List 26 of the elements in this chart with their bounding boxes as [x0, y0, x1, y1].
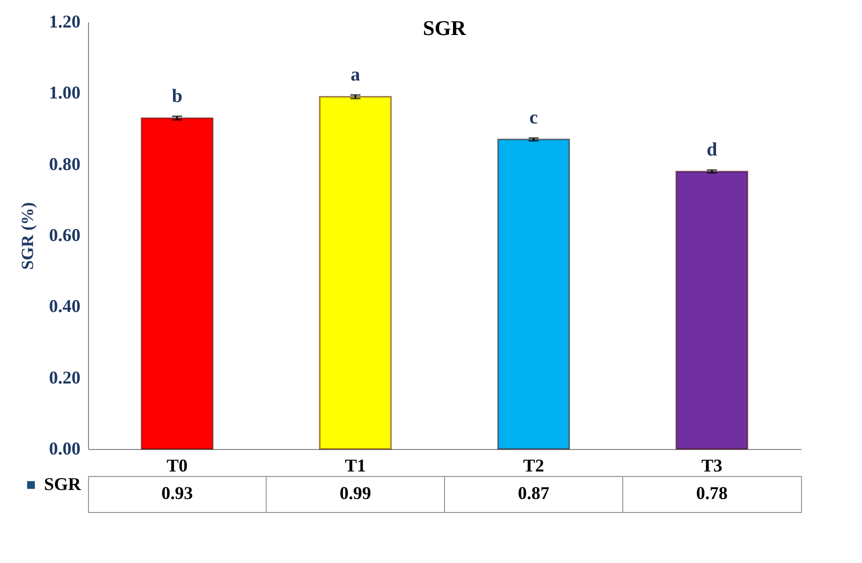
text: SGR — [44, 474, 82, 494]
annotation: d — [706, 139, 718, 160]
y-axis-title: SGR (%) — [18, 202, 37, 270]
bar — [318, 96, 392, 450]
data-label: 0.87 — [518, 483, 550, 503]
annotation: a — [350, 64, 361, 86]
bar — [140, 117, 214, 450]
data-label: 0.78 — [696, 483, 728, 503]
x-tick-label: T2 — [523, 456, 544, 476]
data-label: 0.93 — [161, 483, 193, 503]
y-tick-label: 0.40 — [49, 296, 80, 316]
y-tick-label: 1.00 — [49, 82, 80, 103]
text: SGR — [422, 16, 467, 40]
y-tick-label: 1.20 — [49, 12, 80, 32]
y-tick-label: 0.20 — [49, 367, 80, 388]
x-tick-label: T1 — [344, 456, 366, 476]
annotation: b — [172, 86, 182, 108]
bar — [675, 170, 748, 450]
bar — [497, 138, 570, 450]
x-tick-label: T0 — [166, 456, 188, 476]
data-label: 0.99 — [340, 483, 372, 503]
x-tick-label: T3 — [701, 456, 722, 476]
y-tick-label: 0.80 — [49, 154, 80, 174]
y-tick-label: 0.60 — [49, 225, 80, 245]
y-tick-label: 0.00 — [49, 438, 80, 458]
annotation: c — [529, 107, 538, 128]
